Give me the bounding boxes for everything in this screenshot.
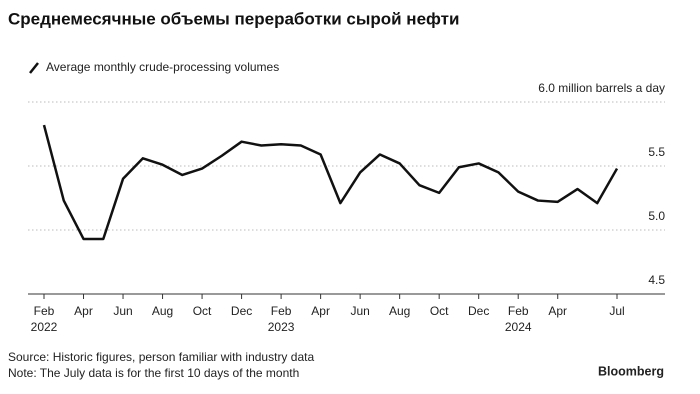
chart-title: Среднемесячные объемы переработки сырой … [8, 9, 459, 28]
brand: Bloomberg [598, 364, 664, 378]
x-tick-label: Dec [231, 304, 252, 318]
x-tick-label: Jun [350, 304, 369, 318]
x-tick-label: Feb [271, 304, 292, 318]
legend-label: Average monthly crude-processing volumes [46, 60, 279, 74]
y-tick-label: 6.0 million barrels a day [538, 81, 665, 95]
x-tick-label: Jul [609, 304, 624, 318]
x-year-label: 2024 [505, 320, 532, 334]
x-tick-label: Aug [152, 304, 173, 318]
x-tick-label: Apr [74, 304, 93, 318]
x-tick-label: Jun [113, 304, 132, 318]
x-tick-label: Oct [193, 304, 212, 318]
x-year-label: 2023 [268, 320, 295, 334]
x-tick-label: Apr [548, 304, 567, 318]
source: Source: Historic figures, person familia… [8, 350, 314, 364]
note: Note: The July data is for the first 10 … [8, 366, 299, 380]
x-tick-label: Feb [508, 304, 529, 318]
x-tick-label: Aug [389, 304, 410, 318]
series-line [42, 124, 619, 241]
x-tick-label: Apr [311, 304, 330, 318]
x-tick-label: Oct [430, 304, 449, 318]
x-tick-label: Feb [34, 304, 55, 318]
y-tick-label: 4.5 [648, 273, 665, 287]
legend-swatch [29, 62, 39, 74]
y-tick-label: 5.0 [648, 209, 665, 223]
x-tick-label: Dec [468, 304, 489, 318]
y-tick-label: 5.5 [648, 145, 665, 159]
x-year-label: 2022 [31, 320, 58, 334]
